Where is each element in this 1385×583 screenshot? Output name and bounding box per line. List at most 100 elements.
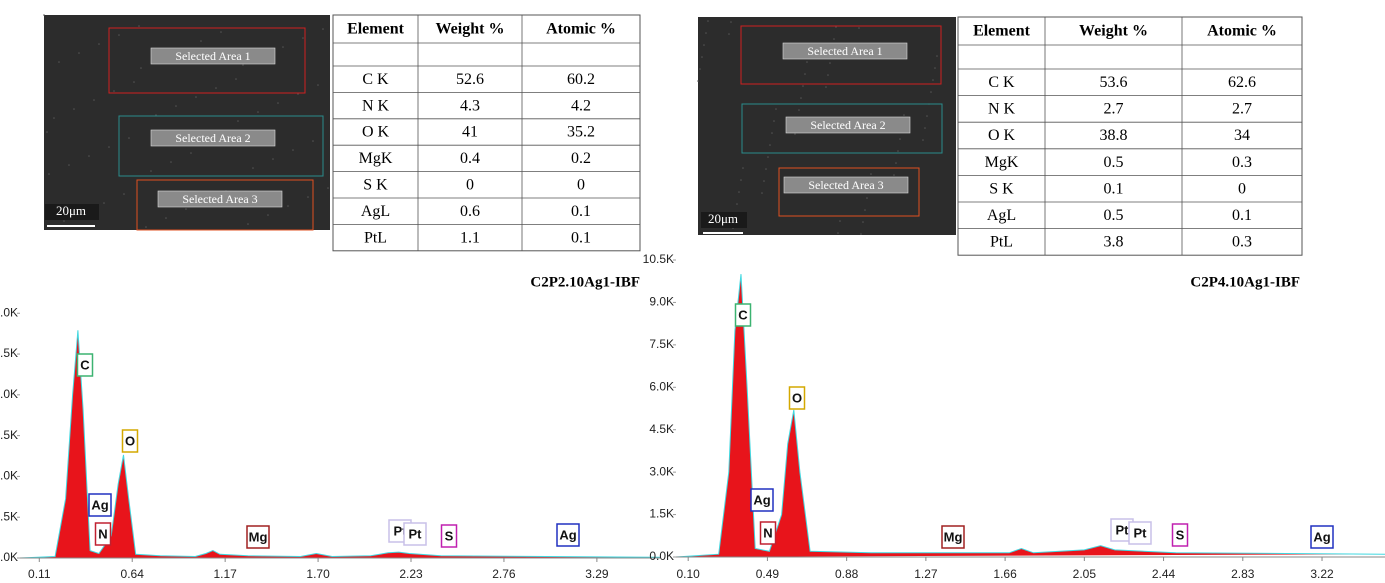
y-tick-label: 11.0K [0, 469, 18, 483]
selected-area-label-box [150, 129, 276, 147]
sem-speck [794, 133, 796, 135]
sem-speck [763, 180, 765, 182]
sem-speck [272, 158, 274, 160]
table-cell: C K [362, 71, 389, 88]
scale-bar-bg [701, 212, 747, 228]
x-tick-label: 0.49 [756, 567, 780, 581]
table-cell: AgL [987, 207, 1016, 224]
table-cell: O K [988, 127, 1016, 144]
sem-speck [287, 205, 289, 207]
spectrum [19, 330, 661, 559]
peak-label: C [738, 307, 748, 322]
sem-speck [866, 197, 868, 199]
chart-title: C2P2.10Ag1-IBF [530, 274, 640, 290]
sem-speck [327, 187, 329, 189]
selected-area-outline [778, 167, 920, 217]
sem-speck [897, 150, 899, 152]
sem-speck [899, 138, 901, 140]
sem-speck [860, 233, 862, 235]
sem-speck [48, 173, 50, 175]
selected-area-label: Selected Area 1 [175, 49, 250, 63]
table-frame [332, 14, 641, 252]
chart-title: C2P4.10Ag1-IBF [1190, 274, 1300, 290]
table-cell: 0 [466, 176, 474, 193]
sem-speck [43, 14, 45, 16]
table-header: Element [347, 21, 405, 38]
y-tick-label: 1.5K [649, 507, 674, 521]
table-cell: PtL [364, 229, 387, 246]
selected-area-label-box [150, 47, 276, 65]
x-tick-label: 1.70 [306, 567, 330, 581]
sem-speck [103, 202, 105, 204]
selected-area-outline [740, 25, 942, 85]
sem-speck [802, 85, 804, 87]
sem-speck [267, 214, 269, 216]
table-cell: O K [362, 124, 390, 141]
sem-speck [93, 99, 95, 101]
y-tick-label: 27.5K [0, 346, 18, 360]
table-cell: 34 [1234, 127, 1250, 144]
peak-label: S [445, 528, 454, 543]
sem-speck [123, 193, 125, 195]
y-tick-label: 6.0K [649, 379, 674, 393]
sem-speck [175, 105, 177, 107]
sem-speck [247, 223, 249, 225]
table-cell: 0.3 [1232, 154, 1252, 171]
table-cell: 0.1 [571, 203, 591, 220]
x-tick-label: 3.22 [1310, 567, 1334, 581]
sem-speck [895, 162, 897, 164]
x-tick-label: 2.05 [1073, 567, 1097, 581]
y-tick-label: 3.0K [649, 464, 674, 478]
sem-speck [140, 67, 142, 69]
sem-speck [133, 81, 135, 83]
sem-speck [833, 38, 835, 40]
table-cell: 0 [577, 176, 585, 193]
sem-speck [63, 220, 65, 222]
sem-speck [138, 25, 140, 27]
sem-speck [767, 156, 769, 158]
table-cell: N K [362, 97, 390, 114]
sem-speck [215, 87, 217, 89]
selected-area-label: Selected Area 3 [182, 192, 257, 206]
selected-area-label-box [785, 116, 911, 134]
y-tick-label: 16.5K [0, 428, 18, 442]
table-cell: 3.8 [1104, 234, 1124, 251]
sem-speck [317, 84, 319, 86]
sem-speck [185, 208, 187, 210]
table-cell: 0.4 [460, 150, 480, 167]
table-cell: MgK [985, 154, 1019, 171]
x-tick-label: 0.10 [677, 567, 701, 581]
x-tick-label: 3.29 [585, 567, 609, 581]
sem-speck [322, 28, 324, 30]
sem-speck [195, 96, 197, 98]
table-cell: 60.2 [567, 71, 595, 88]
sem-speck [707, 20, 709, 22]
sem-speck [53, 117, 55, 119]
sem-speck [773, 120, 775, 122]
table-cell: MgK [359, 150, 393, 167]
sem-speck [858, 27, 860, 29]
sem-speck [292, 149, 294, 151]
table-cell: S K [363, 176, 388, 193]
sem-speck [703, 44, 705, 46]
table-cell: 38.8 [1100, 127, 1128, 144]
sem-speck [903, 114, 905, 116]
table-cell: N K [988, 101, 1016, 118]
sem-speck [742, 167, 744, 169]
sem-speck [108, 146, 110, 148]
x-tick-label: 1.66 [993, 567, 1017, 581]
peak-label: Mg [944, 529, 963, 544]
x-tick-label: 2.83 [1231, 567, 1255, 581]
peak-label: Pt [1134, 525, 1148, 540]
sem-speck [738, 191, 740, 193]
table-cell: 4.2 [571, 97, 591, 114]
y-tick-label: 33.0K [0, 305, 18, 319]
sem-speck [98, 43, 100, 45]
y-tick-label: 4.5K [649, 422, 674, 436]
x-tick-label: 1.17 [213, 567, 237, 581]
table-cell: 0.3 [1232, 234, 1252, 251]
sem-speck [835, 26, 837, 28]
y-tick-label: 0.0K [0, 550, 18, 564]
sem-speck [926, 115, 928, 117]
